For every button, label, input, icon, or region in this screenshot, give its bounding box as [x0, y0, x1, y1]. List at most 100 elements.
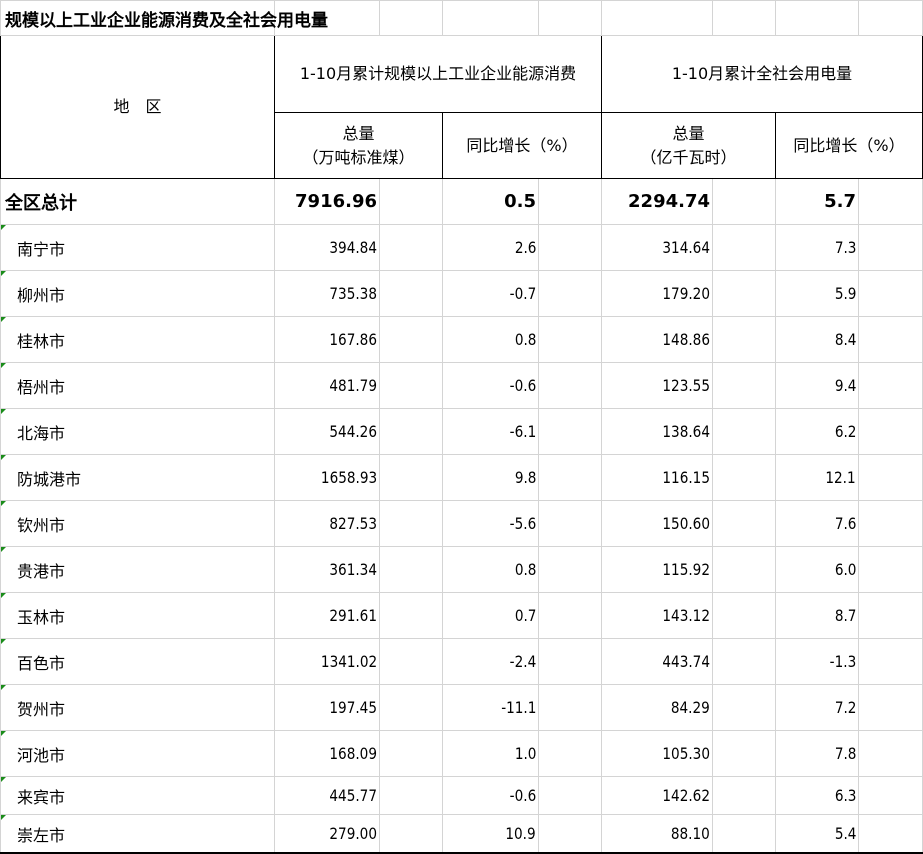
energy-growth-cell[interactable]: 10.9: [442, 814, 539, 854]
region-cell[interactable]: 来宾市: [0, 776, 275, 815]
sheet-title[interactable]: 规模以上工业企业能源消费及全社会用电量: [0, 0, 328, 36]
power-cell[interactable]: 116.15: [601, 454, 713, 501]
cell[interactable]: [538, 776, 602, 815]
power-growth-cell[interactable]: 7.8: [775, 730, 859, 777]
energy-growth-cell[interactable]: -0.6: [442, 362, 539, 409]
power-cell[interactable]: 150.60: [601, 500, 713, 547]
cell[interactable]: [712, 0, 776, 36]
power-growth-cell[interactable]: 6.2: [775, 408, 859, 455]
cell[interactable]: [538, 814, 602, 854]
cell[interactable]: [858, 408, 923, 455]
cell[interactable]: [712, 270, 776, 317]
cell[interactable]: [712, 454, 776, 501]
energy-cell[interactable]: 445.77: [274, 776, 380, 815]
cell[interactable]: [858, 0, 923, 36]
cell[interactable]: [601, 0, 713, 36]
power-growth-header[interactable]: 同比增长（%）: [775, 112, 923, 179]
energy-growth-cell[interactable]: 0.8: [442, 546, 539, 593]
energy-growth-header[interactable]: 同比增长（%）: [442, 112, 602, 179]
cell[interactable]: [538, 546, 602, 593]
cell[interactable]: [379, 730, 443, 777]
power-growth-cell[interactable]: 5.9: [775, 270, 859, 317]
cell[interactable]: [538, 178, 602, 225]
region-cell[interactable]: 河池市: [0, 730, 275, 777]
cell[interactable]: [712, 592, 776, 639]
cell[interactable]: [775, 0, 859, 36]
power-cell[interactable]: 143.12: [601, 592, 713, 639]
power-growth-cell[interactable]: 12.1: [775, 454, 859, 501]
cell[interactable]: [858, 178, 923, 225]
cell[interactable]: [712, 178, 776, 225]
power-growth-cell[interactable]: 5.7: [775, 178, 859, 225]
power-cell[interactable]: 179.20: [601, 270, 713, 317]
region-cell[interactable]: 梧州市: [0, 362, 275, 409]
power-cell[interactable]: 148.86: [601, 316, 713, 363]
power-growth-cell[interactable]: 5.4: [775, 814, 859, 854]
power-cell[interactable]: 123.55: [601, 362, 713, 409]
energy-cell[interactable]: 481.79: [274, 362, 380, 409]
power-growth-cell[interactable]: -1.3: [775, 638, 859, 685]
cell[interactable]: [379, 178, 443, 225]
energy-growth-cell[interactable]: -2.4: [442, 638, 539, 685]
cell[interactable]: [379, 684, 443, 731]
cell[interactable]: [712, 638, 776, 685]
cell[interactable]: [379, 362, 443, 409]
cell[interactable]: [712, 546, 776, 593]
cell[interactable]: [858, 684, 923, 731]
power-cell[interactable]: 443.74: [601, 638, 713, 685]
region-cell[interactable]: 百色市: [0, 638, 275, 685]
cell[interactable]: [858, 730, 923, 777]
energy-growth-cell[interactable]: 2.6: [442, 224, 539, 271]
cell[interactable]: [712, 362, 776, 409]
region-cell[interactable]: 贺州市: [0, 684, 275, 731]
energy-growth-cell[interactable]: 0.7: [442, 592, 539, 639]
region-cell[interactable]: 柳州市: [0, 270, 275, 317]
cell[interactable]: [274, 0, 380, 36]
power-growth-cell[interactable]: 7.2: [775, 684, 859, 731]
cell[interactable]: [538, 316, 602, 363]
power-growth-cell[interactable]: 9.4: [775, 362, 859, 409]
cell[interactable]: [379, 776, 443, 815]
region-cell[interactable]: 防城港市: [0, 454, 275, 501]
power-cell[interactable]: 115.92: [601, 546, 713, 593]
cell[interactable]: [379, 408, 443, 455]
energy-growth-cell[interactable]: 9.8: [442, 454, 539, 501]
energy-cell[interactable]: 167.86: [274, 316, 380, 363]
energy-growth-cell[interactable]: -5.6: [442, 500, 539, 547]
cell[interactable]: [538, 454, 602, 501]
cell[interactable]: [858, 592, 923, 639]
cell[interactable]: [858, 638, 923, 685]
cell[interactable]: [379, 814, 443, 854]
cell[interactable]: [538, 592, 602, 639]
cell[interactable]: [712, 316, 776, 363]
power-cell[interactable]: 84.29: [601, 684, 713, 731]
cell[interactable]: [712, 224, 776, 271]
cell[interactable]: [712, 408, 776, 455]
energy-cell[interactable]: 1658.93: [274, 454, 380, 501]
region-cell[interactable]: 北海市: [0, 408, 275, 455]
energy-growth-cell[interactable]: -0.6: [442, 776, 539, 815]
energy-total-header[interactable]: 总量 （万吨标准煤）: [274, 112, 443, 179]
cell[interactable]: [379, 500, 443, 547]
energy-growth-cell[interactable]: -6.1: [442, 408, 539, 455]
power-growth-cell[interactable]: 8.7: [775, 592, 859, 639]
cell[interactable]: [858, 500, 923, 547]
cell[interactable]: [538, 224, 602, 271]
power-growth-cell[interactable]: 7.3: [775, 224, 859, 271]
cell[interactable]: [858, 776, 923, 815]
energy-cell[interactable]: 827.53: [274, 500, 380, 547]
power-growth-cell[interactable]: 6.3: [775, 776, 859, 815]
cell[interactable]: [712, 730, 776, 777]
cell[interactable]: [858, 224, 923, 271]
cell[interactable]: [538, 270, 602, 317]
power-growth-cell[interactable]: 7.6: [775, 500, 859, 547]
cell[interactable]: [379, 316, 443, 363]
cell[interactable]: [538, 730, 602, 777]
energy-cell[interactable]: 168.09: [274, 730, 380, 777]
cell[interactable]: [858, 454, 923, 501]
power-cell[interactable]: 88.10: [601, 814, 713, 854]
power-total-header[interactable]: 总量 （亿千瓦时）: [601, 112, 776, 179]
power-cell[interactable]: 105.30: [601, 730, 713, 777]
cell[interactable]: [379, 454, 443, 501]
cell[interactable]: [712, 684, 776, 731]
